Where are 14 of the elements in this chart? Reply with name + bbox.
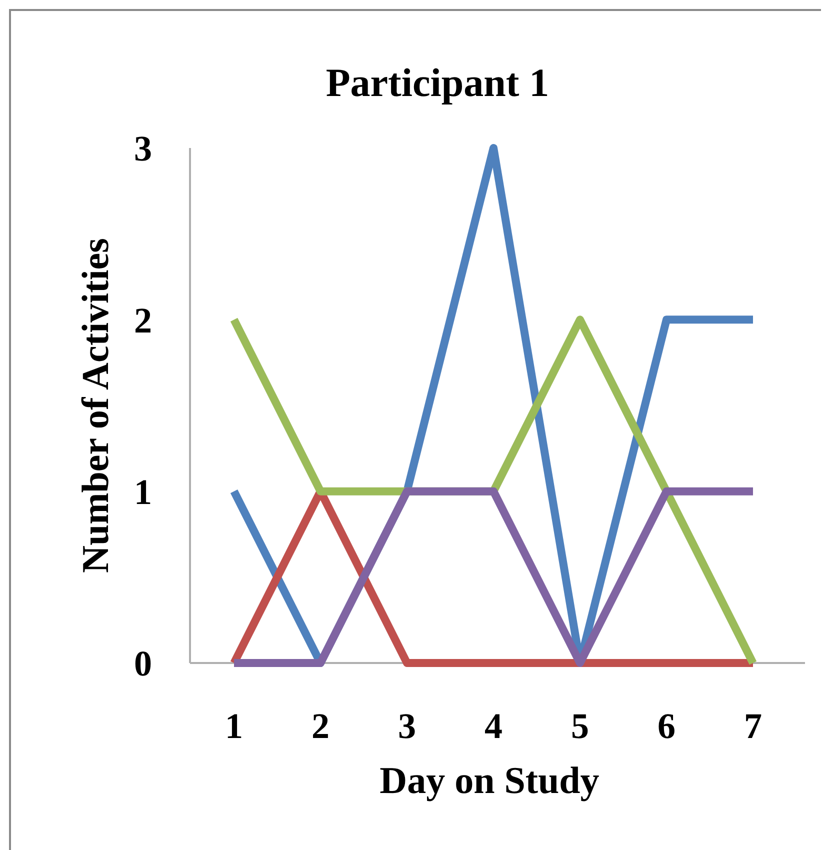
- y-tick-label: 0: [134, 644, 152, 684]
- x-tick-label: 7: [744, 706, 762, 746]
- y-tick-label: 1: [134, 472, 152, 512]
- x-tick-label: 6: [658, 706, 676, 746]
- x-tick-label: 5: [571, 706, 589, 746]
- y-axis-title: Number of Activities: [75, 238, 117, 573]
- x-tick-label: 4: [484, 706, 502, 746]
- x-tick-label: 1: [225, 706, 243, 746]
- chart-title: Participant 1: [326, 60, 550, 105]
- x-tick-label: 2: [312, 706, 330, 746]
- x-tick-label: 3: [398, 706, 416, 746]
- y-tick-label: 2: [134, 300, 152, 340]
- x-axis-title: Day on Study: [380, 760, 600, 802]
- y-tick-label: 3: [134, 128, 152, 169]
